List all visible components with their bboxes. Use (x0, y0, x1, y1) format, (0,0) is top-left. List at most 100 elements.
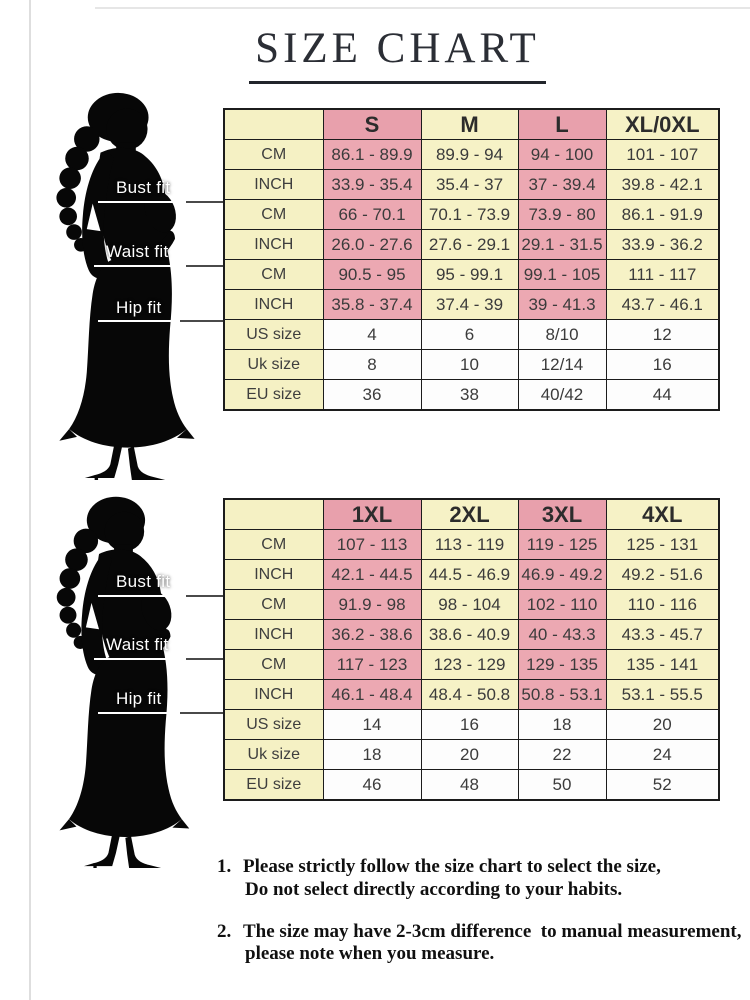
size-value-cell: 38.6 - 40.9 (420, 619, 519, 650)
size-value-cell: 35.8 - 37.4 (322, 289, 422, 320)
size-value-cell: 48 (420, 769, 519, 801)
note-1-line-1: Please strictly follow the size chart to… (243, 856, 661, 877)
table-row-bust: CM 86.1 - 89.9 89.9 - 94 94 - 100 101 - 107 (223, 139, 720, 170)
table-row-sizes: US size 4 6 8/10 12 (223, 319, 720, 350)
row-label: US size (223, 319, 324, 350)
size-value-cell: 37.4 - 39 (420, 289, 519, 320)
size-value-cell: 50 (517, 769, 607, 801)
size-value-cell: 35.4 - 37 (420, 169, 519, 200)
size-value-cell: 10 (420, 349, 519, 380)
waist-fit-underline (94, 265, 186, 267)
size-value-cell: 70.1 - 73.9 (420, 199, 519, 230)
size-column-header: L (517, 108, 607, 140)
size-value-cell: 16 (420, 709, 519, 740)
table-row-hip: CM 117 - 123 123 - 129 129 - 135 135 - 141 (223, 649, 720, 680)
size-value-cell: 46.1 - 48.4 (322, 679, 422, 710)
bust-fit-underline (98, 201, 186, 203)
size-value-cell: 14 (322, 709, 422, 740)
table-row-hip: CM 90.5 - 95 95 - 99.1 99.1 - 105 111 - 117 (223, 259, 720, 290)
waist-fit-line (186, 265, 223, 267)
size-value-cell: 91.9 - 98 (322, 589, 422, 620)
size-value-cell: 12 (605, 319, 720, 350)
size-value-cell: 89.9 - 94 (420, 139, 519, 170)
size-value-cell: 39.8 - 42.1 (605, 169, 720, 200)
row-label: INCH (223, 289, 324, 320)
row-label: CM (223, 589, 324, 620)
bust-fit-line (186, 201, 223, 203)
note-1: 1. Please strictly follow the size chart… (217, 856, 750, 902)
note-1-number: 1. (217, 856, 232, 877)
waist-fit-label-2: Waist fit (106, 635, 169, 654)
size-value-cell: 4 (322, 319, 422, 350)
size-value-cell: 86.1 - 91.9 (605, 199, 720, 230)
row-label: CM (223, 139, 324, 170)
size-value-cell: 38 (420, 379, 519, 411)
waist-fit-label: Waist fit (106, 242, 169, 261)
page-edge-left (29, 0, 31, 1000)
size-value-cell: 42.1 - 44.5 (322, 559, 422, 590)
size-table-1: S M L XL/0XL CM 86.1 - 89.9 89.9 - 94 94 - 100 1… (223, 108, 720, 411)
row-label: CM (223, 649, 324, 680)
size-value-cell: 102 - 110 (517, 589, 607, 620)
note-2-line-1: The size may have 2-3cm difference to ma… (243, 920, 742, 942)
size-value-cell: 36 (322, 379, 422, 411)
size-value-cell: 117 - 123 (322, 649, 422, 680)
row-label: CM (223, 199, 324, 230)
size-value-cell: 20 (605, 709, 720, 740)
size-value-cell: 99.1 - 105 (517, 259, 607, 290)
size-value-cell: 44 (605, 379, 720, 411)
row-label: EU size (223, 379, 324, 411)
row-label: US size (223, 709, 324, 740)
corner-cell (223, 108, 324, 140)
size-value-cell: 94 - 100 (517, 139, 607, 170)
size-column-header: M (420, 108, 519, 140)
table-row-sizes: US size 14 16 18 20 (223, 709, 720, 740)
size-value-cell: 50.8 - 53.1 (517, 679, 607, 710)
woman-silhouette-bottom (30, 492, 216, 868)
size-value-cell: 73.9 - 80 (517, 199, 607, 230)
size-value-cell: 129 - 135 (517, 649, 607, 680)
size-value-cell: 98 - 104 (420, 589, 519, 620)
waist-fit-line-2 (186, 658, 223, 660)
size-value-cell: 8/10 (517, 319, 607, 350)
table-row-waist: CM 91.9 - 98 98 - 104 102 - 110 110 - 116 (223, 589, 720, 620)
size-column-header: 1XL (322, 498, 422, 530)
size-value-cell: 107 - 113 (322, 529, 422, 560)
size-value-cell: 16 (605, 349, 720, 380)
row-label: CM (223, 529, 324, 560)
size-value-cell: 8 (322, 349, 422, 380)
table-row-sizes: EU size 46 48 50 52 (223, 769, 720, 801)
note-2: 2. The size may have 2-3cm difference to… (217, 921, 750, 967)
hip-fit-underline (98, 320, 180, 322)
page-title: SIZE CHART (249, 24, 546, 84)
corner-cell (223, 498, 324, 530)
size-value-cell: 95 - 99.1 (420, 259, 519, 290)
size-value-cell: 110 - 116 (605, 589, 720, 620)
size-value-cell: 29.1 - 31.5 (517, 229, 607, 260)
row-label: EU size (223, 769, 324, 801)
size-value-cell: 26.0 - 27.6 (322, 229, 422, 260)
table-row-hip: INCH 46.1 - 48.4 48.4 - 50.8 50.8 - 53.1 53.… (223, 679, 720, 710)
size-value-cell: 6 (420, 319, 519, 350)
bust-fit-label: Bust fit (116, 178, 171, 197)
size-value-cell: 18 (322, 739, 422, 770)
size-value-cell: 113 - 119 (420, 529, 519, 560)
size-value-cell: 27.6 - 29.1 (420, 229, 519, 260)
size-value-cell: 22 (517, 739, 607, 770)
woman-silhouette-top (28, 88, 223, 480)
notes: 1. Please strictly follow the size chart… (217, 856, 750, 985)
size-value-cell: 48.4 - 50.8 (420, 679, 519, 710)
hip-fit-label-2: Hip fit (116, 689, 162, 708)
size-value-cell: 43.3 - 45.7 (605, 619, 720, 650)
size-value-cell: 49.2 - 51.6 (605, 559, 720, 590)
size-value-cell: 123 - 129 (420, 649, 519, 680)
table-row-bust: INCH 33.9 - 35.4 35.4 - 37 37 - 39.4 39.8 - … (223, 169, 720, 200)
size-value-cell: 66 - 70.1 (322, 199, 422, 230)
size-value-cell: 90.5 - 95 (322, 259, 422, 290)
row-label: Uk size (223, 349, 324, 380)
size-value-cell: 135 - 141 (605, 649, 720, 680)
bust-fit-line-2 (186, 595, 223, 597)
size-value-cell: 24 (605, 739, 720, 770)
table-row-sizes: EU size 36 38 40/42 44 (223, 379, 720, 411)
size-value-cell: 40 - 43.3 (517, 619, 607, 650)
